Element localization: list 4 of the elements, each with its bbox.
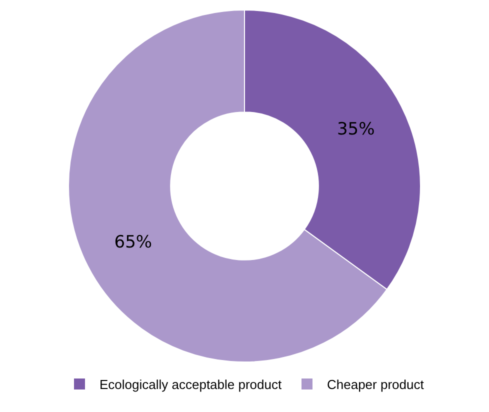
legend-label: Cheaper product	[326, 377, 424, 392]
legend-label: Ecologically acceptable product	[100, 377, 282, 392]
data-label: 35%	[336, 119, 375, 140]
data-label: 65%	[114, 232, 152, 253]
